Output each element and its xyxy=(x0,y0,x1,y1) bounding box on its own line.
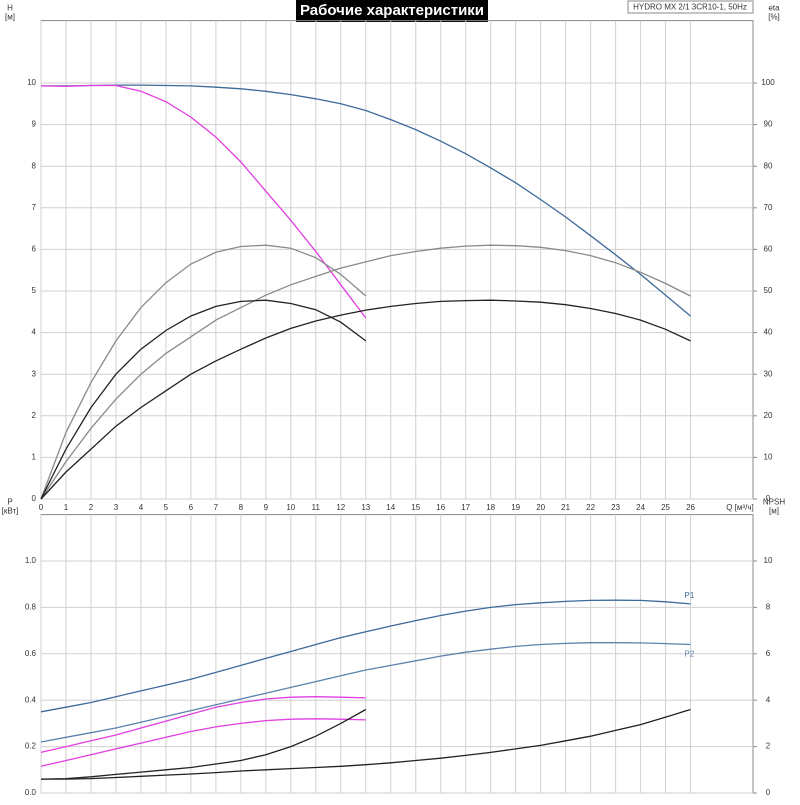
y2-tick-label: 0 xyxy=(766,788,771,797)
y2-tick-label: 60 xyxy=(764,245,773,254)
y-tick-label: 4 xyxy=(32,328,37,337)
y2-tick-label: 50 xyxy=(764,286,773,295)
x-tick-label: 11 xyxy=(312,503,321,512)
series-line xyxy=(40,299,367,500)
series-line xyxy=(40,696,366,754)
x-tick-label: 14 xyxy=(386,503,395,512)
series-line xyxy=(40,599,691,713)
series-line xyxy=(40,718,366,767)
y-tick-label: 1 xyxy=(32,453,37,462)
y-tick-label: 9 xyxy=(32,120,37,129)
y-axis-label: H xyxy=(7,4,13,13)
series-line xyxy=(41,84,691,317)
y-tick-label: 0.6 xyxy=(25,649,37,658)
chart-subtitle: HYDRO MX 2/1 3CR10-1, 50Hz xyxy=(633,3,747,12)
y-axis-unit: [кВт] xyxy=(2,507,19,516)
x-tick-label: 13 xyxy=(361,503,370,512)
y-tick-label: 6 xyxy=(32,245,37,254)
series-line xyxy=(40,708,367,780)
x-tick-label: 10 xyxy=(286,503,295,512)
x-tick-label: 4 xyxy=(139,503,144,512)
x-tick-label: 8 xyxy=(239,503,244,512)
series-label: P2 xyxy=(685,650,695,659)
x-axis-label: Q [м³/ч] xyxy=(726,503,753,512)
x-tick-label: 6 xyxy=(189,503,194,512)
y2-axis-unit: [м] xyxy=(769,507,779,516)
y2-tick-label: 40 xyxy=(764,328,773,337)
series-line xyxy=(40,299,691,500)
x-tick-label: 1 xyxy=(64,503,69,512)
y-tick-label: 0.0 xyxy=(25,788,37,797)
y-tick-label: 8 xyxy=(32,161,37,170)
x-tick-label: 25 xyxy=(661,503,670,512)
x-tick-label: 16 xyxy=(436,503,445,512)
y2-tick-label: 4 xyxy=(766,695,771,704)
y2-axis-label: NPSH xyxy=(763,498,785,507)
y2-tick-label: 2 xyxy=(766,742,771,751)
y2-tick-label: 6 xyxy=(766,649,771,658)
y2-tick-label: 70 xyxy=(764,203,773,212)
y2-tick-label: 8 xyxy=(766,603,771,612)
series-line xyxy=(40,84,367,319)
x-tick-label: 18 xyxy=(486,503,495,512)
series-line xyxy=(41,708,691,780)
y2-tick-label: 10 xyxy=(764,556,773,565)
x-tick-label: 23 xyxy=(611,503,620,512)
y-tick-label: 10 xyxy=(27,78,36,87)
x-tick-label: 20 xyxy=(536,503,545,512)
y-tick-label: 7 xyxy=(32,203,37,212)
y2-tick-label: 80 xyxy=(764,161,773,170)
x-tick-label: 24 xyxy=(636,503,645,512)
y2-tick-label: 10 xyxy=(764,453,773,462)
chart-title: Рабочие характеристики xyxy=(300,2,484,19)
x-tick-label: 2 xyxy=(89,503,94,512)
x-tick-label: 22 xyxy=(586,503,595,512)
x-tick-label: 3 xyxy=(114,503,119,512)
x-tick-label: 7 xyxy=(214,503,219,512)
y-tick-label: 0 xyxy=(32,494,37,503)
series-label: P1 xyxy=(685,591,695,600)
y-tick-label: 3 xyxy=(32,369,37,378)
y2-axis-label: eta xyxy=(768,4,780,13)
series-line xyxy=(40,244,691,500)
y2-tick-label: 20 xyxy=(764,411,773,420)
x-tick-label: 21 xyxy=(561,503,570,512)
y-tick-label: 0.4 xyxy=(25,695,37,704)
title-box xyxy=(296,0,488,22)
y-tick-label: 0.8 xyxy=(25,603,37,612)
x-tick-label: 17 xyxy=(461,503,470,512)
y2-tick-label: 0 xyxy=(766,494,771,503)
x-tick-label: 9 xyxy=(264,503,269,512)
x-tick-label: 0 xyxy=(39,503,44,512)
y-axis-unit: [м] xyxy=(5,13,15,22)
x-tick-label: 26 xyxy=(686,503,695,512)
series-line xyxy=(40,244,367,500)
plot-frame xyxy=(40,20,754,500)
series-line xyxy=(40,642,691,743)
x-tick-label: 15 xyxy=(411,503,420,512)
subtitle-box xyxy=(627,0,754,14)
y-axis-label: P xyxy=(7,498,12,507)
x-tick-label: 19 xyxy=(511,503,520,512)
y2-tick-label: 100 xyxy=(761,78,775,87)
x-tick-label: 12 xyxy=(336,503,345,512)
y2-axis-unit: [%] xyxy=(768,13,780,22)
x-tick-label: 5 xyxy=(164,503,169,512)
y2-tick-label: 90 xyxy=(764,120,773,129)
y-tick-label: 5 xyxy=(32,286,37,295)
y2-tick-label: 30 xyxy=(764,369,773,378)
y-tick-label: 2 xyxy=(32,411,37,420)
y-tick-label: 1.0 xyxy=(25,556,37,565)
y-tick-label: 0.2 xyxy=(25,742,37,751)
